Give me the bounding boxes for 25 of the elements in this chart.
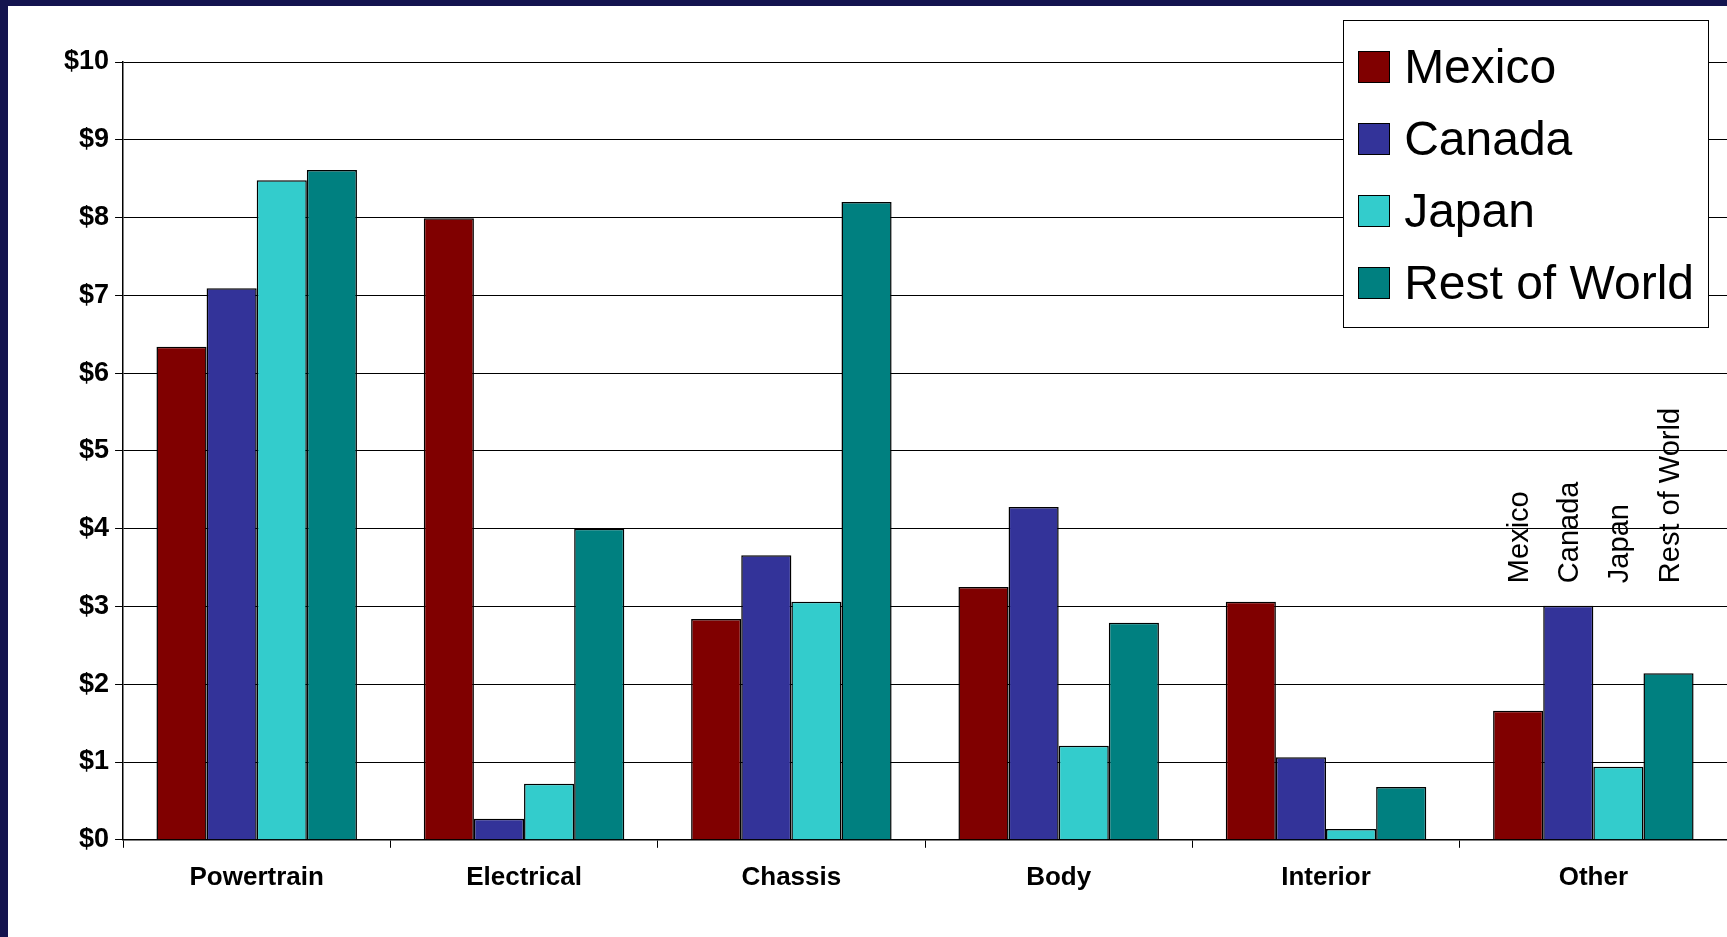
annotation: Japan — [1602, 504, 1635, 584]
y-tick-label: $9 — [79, 123, 110, 154]
y-tick-label: $2 — [79, 667, 110, 698]
x-tick-label: Chassis — [741, 860, 842, 891]
annotation: Rest of World — [1652, 407, 1685, 584]
x-tick-label: Powertrain — [189, 860, 324, 891]
annotation: Mexico — [1502, 491, 1535, 584]
legend-label: Canada — [1404, 111, 1573, 167]
legend-label: Japan — [1404, 183, 1535, 239]
x-tick-label: Other — [1558, 860, 1629, 891]
legend-label: Rest of World — [1404, 255, 1694, 311]
y-tick-label: $3 — [79, 589, 110, 620]
annotation: Canada — [1552, 480, 1585, 584]
x-tick-label: Body — [1026, 860, 1092, 891]
y-tick-label: $4 — [79, 512, 110, 543]
y-tick-label: $8 — [79, 201, 110, 232]
x-tick-label: Electrical — [466, 860, 582, 891]
y-tick-label: $5 — [79, 434, 110, 465]
y-tick-label: $0 — [79, 823, 110, 854]
y-tick-label: $1 — [79, 745, 110, 776]
x-tick-label: Interior — [1281, 860, 1371, 891]
y-tick-label: $10 — [63, 45, 110, 76]
legend-label: Mexico — [1404, 39, 1557, 95]
y-tick-label: $7 — [79, 278, 110, 309]
y-tick-label: $6 — [79, 356, 110, 387]
